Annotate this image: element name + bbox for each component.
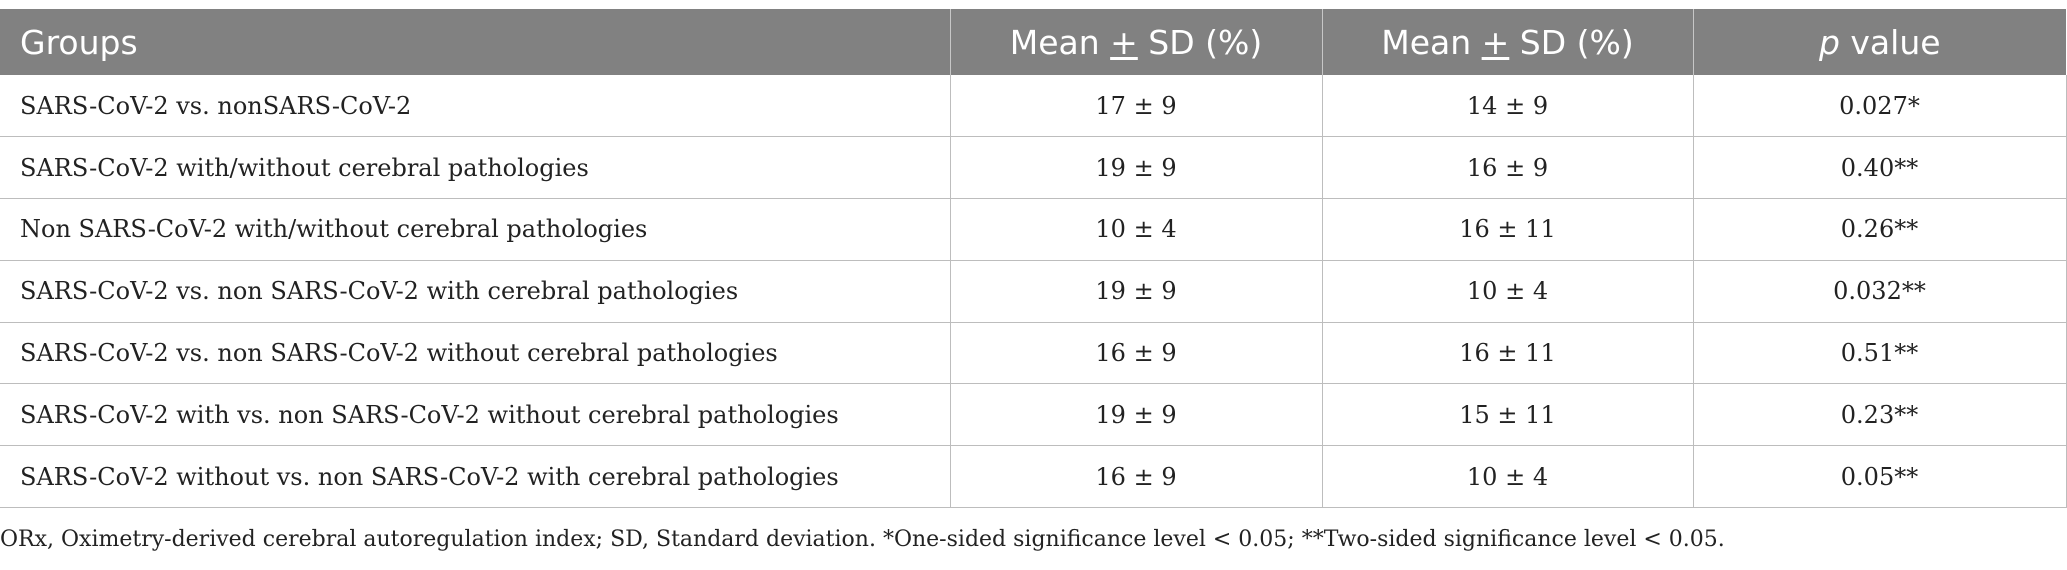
cell-group: SARS-CoV-2 vs. non SARS-CoV-2 with cereb…	[0, 260, 950, 323]
cell-mean-sd-2: 16 ± 11	[1321, 198, 1693, 261]
header-mean-sd-2-suffix: SD (%)	[1509, 22, 1634, 62]
table-row: SARS-CoV-2 with vs. non SARS-CoV-2 witho…	[0, 383, 2067, 447]
cell-group: SARS-CoV-2 vs. non SARS-CoV-2 without ce…	[0, 322, 950, 385]
cell-p-value: 0.027*	[1692, 75, 2067, 138]
table-row: SARS-CoV-2 vs. non SARS-CoV-2 without ce…	[0, 322, 2067, 385]
results-table: Groups Mean + SD (%) Mean + SD (%) p val…	[0, 9, 2067, 509]
cell-mean-sd-2: 16 ± 11	[1321, 322, 1693, 385]
cell-mean-sd-2: 10 ± 4	[1321, 445, 1693, 509]
cell-group: SARS-CoV-2 vs. nonSARS-CoV-2	[0, 75, 950, 138]
header-mean-sd-1: Mean + SD (%)	[949, 9, 1322, 75]
table-row: SARS-CoV-2 vs. non SARS-CoV-2 with cereb…	[0, 260, 2067, 323]
cell-group: Non SARS-CoV-2 with/without cerebral pat…	[0, 198, 950, 261]
table-footnote: ORx, Oximetry-derived cerebral autoregul…	[0, 527, 1725, 552]
cell-mean-sd-2: 15 ± 11	[1321, 383, 1693, 447]
cell-p-value: 0.032**	[1692, 260, 2067, 323]
table-row: SARS-CoV-2 vs. nonSARS-CoV-2 17 ± 9 14 ±…	[0, 75, 2067, 138]
header-mean-sd-1-suffix: SD (%)	[1137, 22, 1263, 62]
table-row: SARS-CoV-2 without vs. non SARS-CoV-2 wi…	[0, 445, 2067, 509]
header-mean-sd-2-pm: +	[1481, 22, 1510, 62]
cell-mean-sd-1: 19 ± 9	[949, 260, 1322, 323]
cell-group: SARS-CoV-2 with/without cerebral patholo…	[0, 136, 950, 200]
header-mean-sd-2-prefix: Mean	[1381, 22, 1482, 62]
cell-mean-sd-1: 16 ± 9	[949, 445, 1322, 509]
table-row: Non SARS-CoV-2 with/without cerebral pat…	[0, 198, 2067, 261]
header-p-italic: p	[1818, 22, 1840, 62]
cell-mean-sd-1: 10 ± 4	[949, 198, 1322, 261]
cell-mean-sd-2: 16 ± 9	[1321, 136, 1693, 200]
cell-group: SARS-CoV-2 without vs. non SARS-CoV-2 wi…	[0, 445, 950, 509]
header-row: Groups Mean + SD (%) Mean + SD (%) p val…	[0, 9, 2066, 75]
table-header: Groups Mean + SD (%) Mean + SD (%) p val…	[0, 9, 2066, 75]
table-body: SARS-CoV-2 vs. nonSARS-CoV-2 17 ± 9 14 ±…	[0, 75, 2067, 509]
cell-mean-sd-2: 10 ± 4	[1321, 260, 1693, 323]
table-row: SARS-CoV-2 with/without cerebral patholo…	[0, 136, 2067, 200]
header-p-value: p value	[1692, 9, 2066, 75]
cell-p-value: 0.51**	[1692, 322, 2067, 385]
cell-p-value: 0.05**	[1692, 445, 2067, 509]
results-table-container: Groups Mean + SD (%) Mean + SD (%) p val…	[0, 9, 2067, 509]
cell-group: SARS-CoV-2 with vs. non SARS-CoV-2 witho…	[0, 383, 950, 447]
cell-mean-sd-1: 19 ± 9	[949, 383, 1322, 447]
cell-mean-sd-1: 19 ± 9	[949, 136, 1322, 200]
header-mean-sd-2: Mean + SD (%)	[1321, 9, 1693, 75]
header-groups: Groups	[20, 22, 138, 62]
cell-p-value: 0.40**	[1692, 136, 2067, 200]
cell-p-value: 0.23**	[1692, 383, 2067, 447]
header-mean-sd-1-pm: +	[1110, 22, 1138, 62]
cell-mean-sd-1: 16 ± 9	[949, 322, 1322, 385]
cell-mean-sd-1: 17 ± 9	[949, 75, 1322, 138]
cell-mean-sd-2: 14 ± 9	[1321, 75, 1693, 138]
header-mean-sd-1-prefix: Mean	[1009, 22, 1111, 62]
cell-p-value: 0.26**	[1692, 198, 2067, 261]
header-p-rest: value	[1839, 22, 1941, 62]
